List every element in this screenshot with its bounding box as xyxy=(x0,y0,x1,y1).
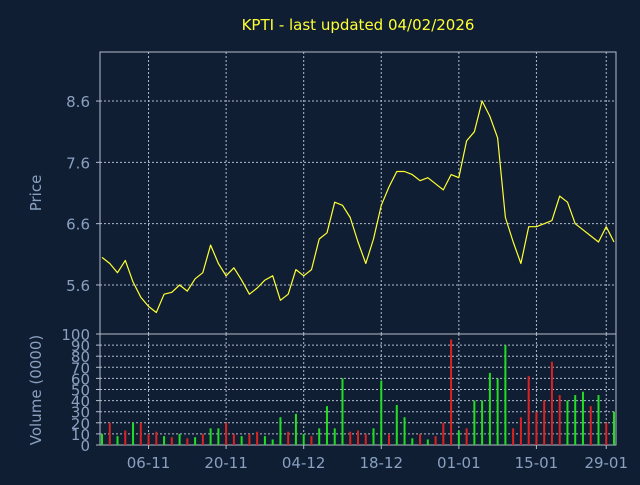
volume-bars xyxy=(101,339,615,445)
x-tick-label: 04-12 xyxy=(282,454,326,472)
volume-grid xyxy=(100,334,616,445)
x-tick-label: 29-01 xyxy=(584,454,628,472)
x-tick-label: 15-01 xyxy=(515,454,559,472)
x-tick-label: 18-12 xyxy=(359,454,403,472)
volume-axis-label: Volume (0000) xyxy=(27,335,45,445)
volume-tick-label: 60 xyxy=(71,370,90,388)
chart-title: KPTI - last updated 04/02/2026 xyxy=(242,16,475,34)
volume-tick-label: 80 xyxy=(71,348,90,366)
volume-tick-label: 30 xyxy=(71,404,90,422)
x-tick-label: 06-11 xyxy=(127,454,171,472)
volume-tick-label: 50 xyxy=(71,382,90,400)
price-line xyxy=(101,100,615,314)
volume-tick-label: 10 xyxy=(71,426,90,444)
x-ticks: 06-11 20-11 04-12 18-12 01-01 15-01 29-01 xyxy=(127,445,628,472)
x-tick-label: 20-11 xyxy=(204,454,248,472)
x-tick-label: 01-01 xyxy=(437,454,481,472)
price-y-ticks: 5.6 6.6 7.6 8.6 xyxy=(66,93,100,295)
volume-tick-label: 70 xyxy=(71,359,90,377)
price-tick-label: 5.6 xyxy=(66,277,90,295)
price-tick-label: 6.6 xyxy=(66,216,90,234)
volume-tick-label: 40 xyxy=(71,393,90,411)
price-grid xyxy=(100,52,616,334)
price-axis-label: Price xyxy=(27,175,45,212)
volume-tick-label: 0 xyxy=(80,437,90,455)
price-series xyxy=(101,100,615,314)
volume-tick-label: 90 xyxy=(71,337,90,355)
price-tick-label: 8.6 xyxy=(66,93,90,111)
price-tick-label: 7.6 xyxy=(66,154,90,172)
volume-tick-label: 20 xyxy=(71,415,90,433)
volume-tick-label: 100 xyxy=(61,326,90,344)
